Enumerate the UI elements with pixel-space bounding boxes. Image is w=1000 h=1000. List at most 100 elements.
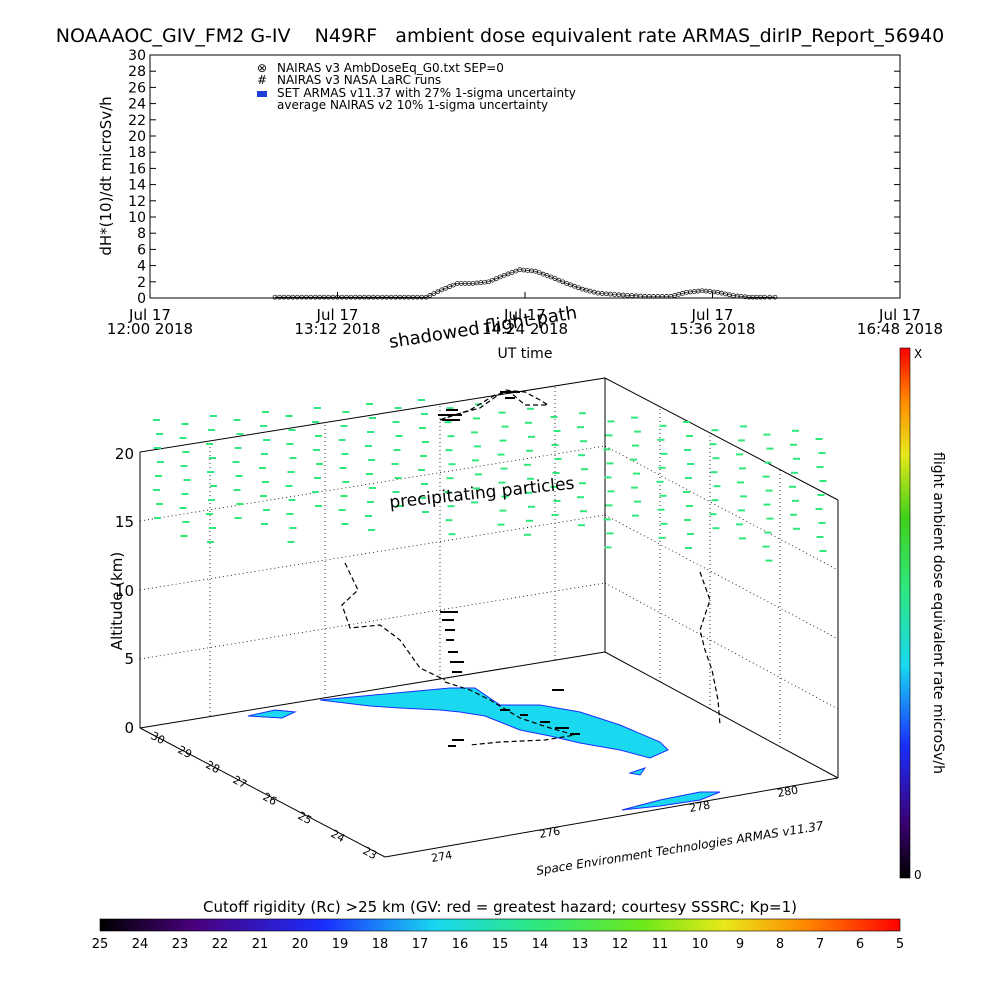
legend-symbol-nairas-v3: ⊗	[257, 61, 267, 75]
series-marker	[379, 294, 385, 300]
latitude-ticks: 30 29 28 27 26 25 24 23	[149, 729, 379, 862]
series-marker	[494, 276, 499, 281]
x-tick-date: Jul 17	[128, 306, 171, 324]
figure-title: NOAAAOC_GIV_FM2 G-IV N49RF ambient dose …	[56, 25, 944, 47]
x-tick-time: 12:00 2018	[107, 320, 193, 338]
lat-tick-26: 26	[261, 790, 279, 808]
dose-colorbar: X 0 flight ambient dose equivalent rate …	[899, 347, 946, 882]
y-tick-label: 6	[137, 242, 146, 258]
flight-track-west-wall	[341, 562, 446, 681]
series-marker	[370, 294, 376, 300]
florida-land-map	[247, 687, 721, 811]
rigidity-bar-gradient	[99, 918, 901, 932]
series-marker	[427, 293, 433, 298]
y-tick-label: 10	[128, 210, 146, 226]
series-marker	[544, 273, 550, 278]
legend-label-nairas-v2: average NAIRAS v2 10% 1-sigma uncertaint…	[277, 98, 548, 112]
series-marker	[568, 282, 573, 288]
series-marker	[423, 294, 429, 300]
series-marker	[393, 294, 398, 300]
rigidity-tick-label: 15	[492, 937, 509, 952]
lat-tick-28: 28	[204, 758, 222, 776]
lat-tick-29: 29	[176, 743, 194, 761]
lat-tick-25: 25	[296, 809, 314, 827]
legend-symbol-armas	[257, 91, 267, 97]
lon-tick-278: 278	[688, 799, 711, 815]
rigidity-tick-label: 6	[856, 937, 864, 952]
precipitating-particles-field	[153, 399, 827, 562]
flight-track-markers	[438, 391, 580, 747]
rigidity-bar-title: Cutoff rigidity (Rc) >25 km (GV: red = g…	[203, 898, 797, 916]
y-tick-label: 12	[128, 194, 146, 210]
series-marker	[572, 283, 577, 289]
lat-tick-30: 30	[149, 729, 167, 747]
series-marker	[277, 294, 282, 300]
series-marker	[330, 294, 336, 300]
y-tick-label: 18	[128, 145, 146, 161]
box-3d-grid	[139, 386, 839, 747]
y-tick-label: 22	[128, 113, 146, 129]
series-marker	[625, 292, 630, 298]
cutoff-rigidity-bar: Cutoff rigidity (Rc) >25 km (GV: red = g…	[92, 898, 904, 952]
y-tick-label: 2	[137, 275, 146, 291]
series-marker	[638, 293, 643, 299]
rigidity-tick-label: 21	[252, 937, 269, 952]
y-tick-label: 26	[128, 80, 146, 96]
y-tick-label: 0	[137, 291, 146, 307]
y-tick-label: 20	[128, 129, 146, 145]
series-marker	[312, 294, 318, 300]
series-marker	[366, 294, 372, 300]
rigidity-tick-label: 12	[612, 937, 629, 952]
series-marker	[620, 292, 626, 298]
series-marker	[299, 294, 305, 300]
series-marker	[286, 294, 291, 300]
rigidity-tick-label: 20	[292, 937, 309, 952]
series-marker	[540, 271, 546, 277]
series-marker	[317, 294, 322, 300]
x-tick-time: 13:12 2018	[294, 320, 380, 338]
x-tick-time: 15:36 2018	[669, 320, 755, 338]
dose-timeseries-plot: dH*(10)/dt microSv/h 0246810121416182022…	[97, 48, 943, 362]
series-marker	[290, 294, 296, 300]
series-marker	[435, 289, 441, 295]
series-marker	[344, 294, 349, 300]
series-marker	[335, 294, 340, 300]
series-marker	[633, 293, 639, 299]
rigidity-tick-label: 25	[92, 937, 109, 952]
series-marker	[443, 285, 448, 291]
rigidity-tick-label: 19	[332, 937, 349, 952]
series-marker	[501, 272, 507, 278]
series-marker	[361, 294, 367, 300]
series-marker	[490, 277, 495, 283]
flight-track	[341, 389, 721, 746]
legend-label-armas: SET ARMAS v11.37 with 27% 1-sigma uncert…	[277, 86, 576, 100]
legend-label-nasa-larc: NAIRAS v3 NASA LaRC runs	[277, 73, 441, 87]
dose-colorbar-label: flight ambient dose equivalent rate micr…	[930, 452, 946, 774]
altitude-tick-10: 10	[115, 582, 134, 600]
series-marker	[431, 291, 437, 296]
rigidity-tick-label: 13	[572, 937, 589, 952]
series-marker	[509, 270, 515, 275]
altitude-tick-5: 5	[124, 650, 134, 668]
flight-track-shadow-top	[439, 389, 551, 421]
series-marker	[767, 294, 773, 300]
series-marker	[556, 277, 562, 283]
altitude-tick-20: 20	[115, 445, 134, 463]
series-marker	[629, 293, 635, 298]
rigidity-bar-ticks: 25 24 23 22 21 20 19 18 17 16 15 14 13 12 11 10 9 8 7 6 5	[92, 937, 904, 952]
rigidity-tick-label: 5	[896, 937, 904, 952]
rigidity-tick-label: 16	[452, 937, 469, 952]
series-line	[275, 269, 775, 298]
annotation-precipitating-particles: precipitating particles	[388, 474, 575, 513]
series-marker	[272, 294, 278, 300]
rigidity-tick-label: 23	[172, 937, 189, 952]
rigidity-tick-label: 9	[736, 937, 744, 952]
credit-text: Space Environment Technologies ARMAS v11…	[535, 819, 825, 878]
series-marker	[353, 294, 358, 300]
series-marker	[439, 287, 445, 293]
series-marker	[326, 294, 331, 300]
legend-symbol-nasa-larc: #	[257, 73, 267, 87]
